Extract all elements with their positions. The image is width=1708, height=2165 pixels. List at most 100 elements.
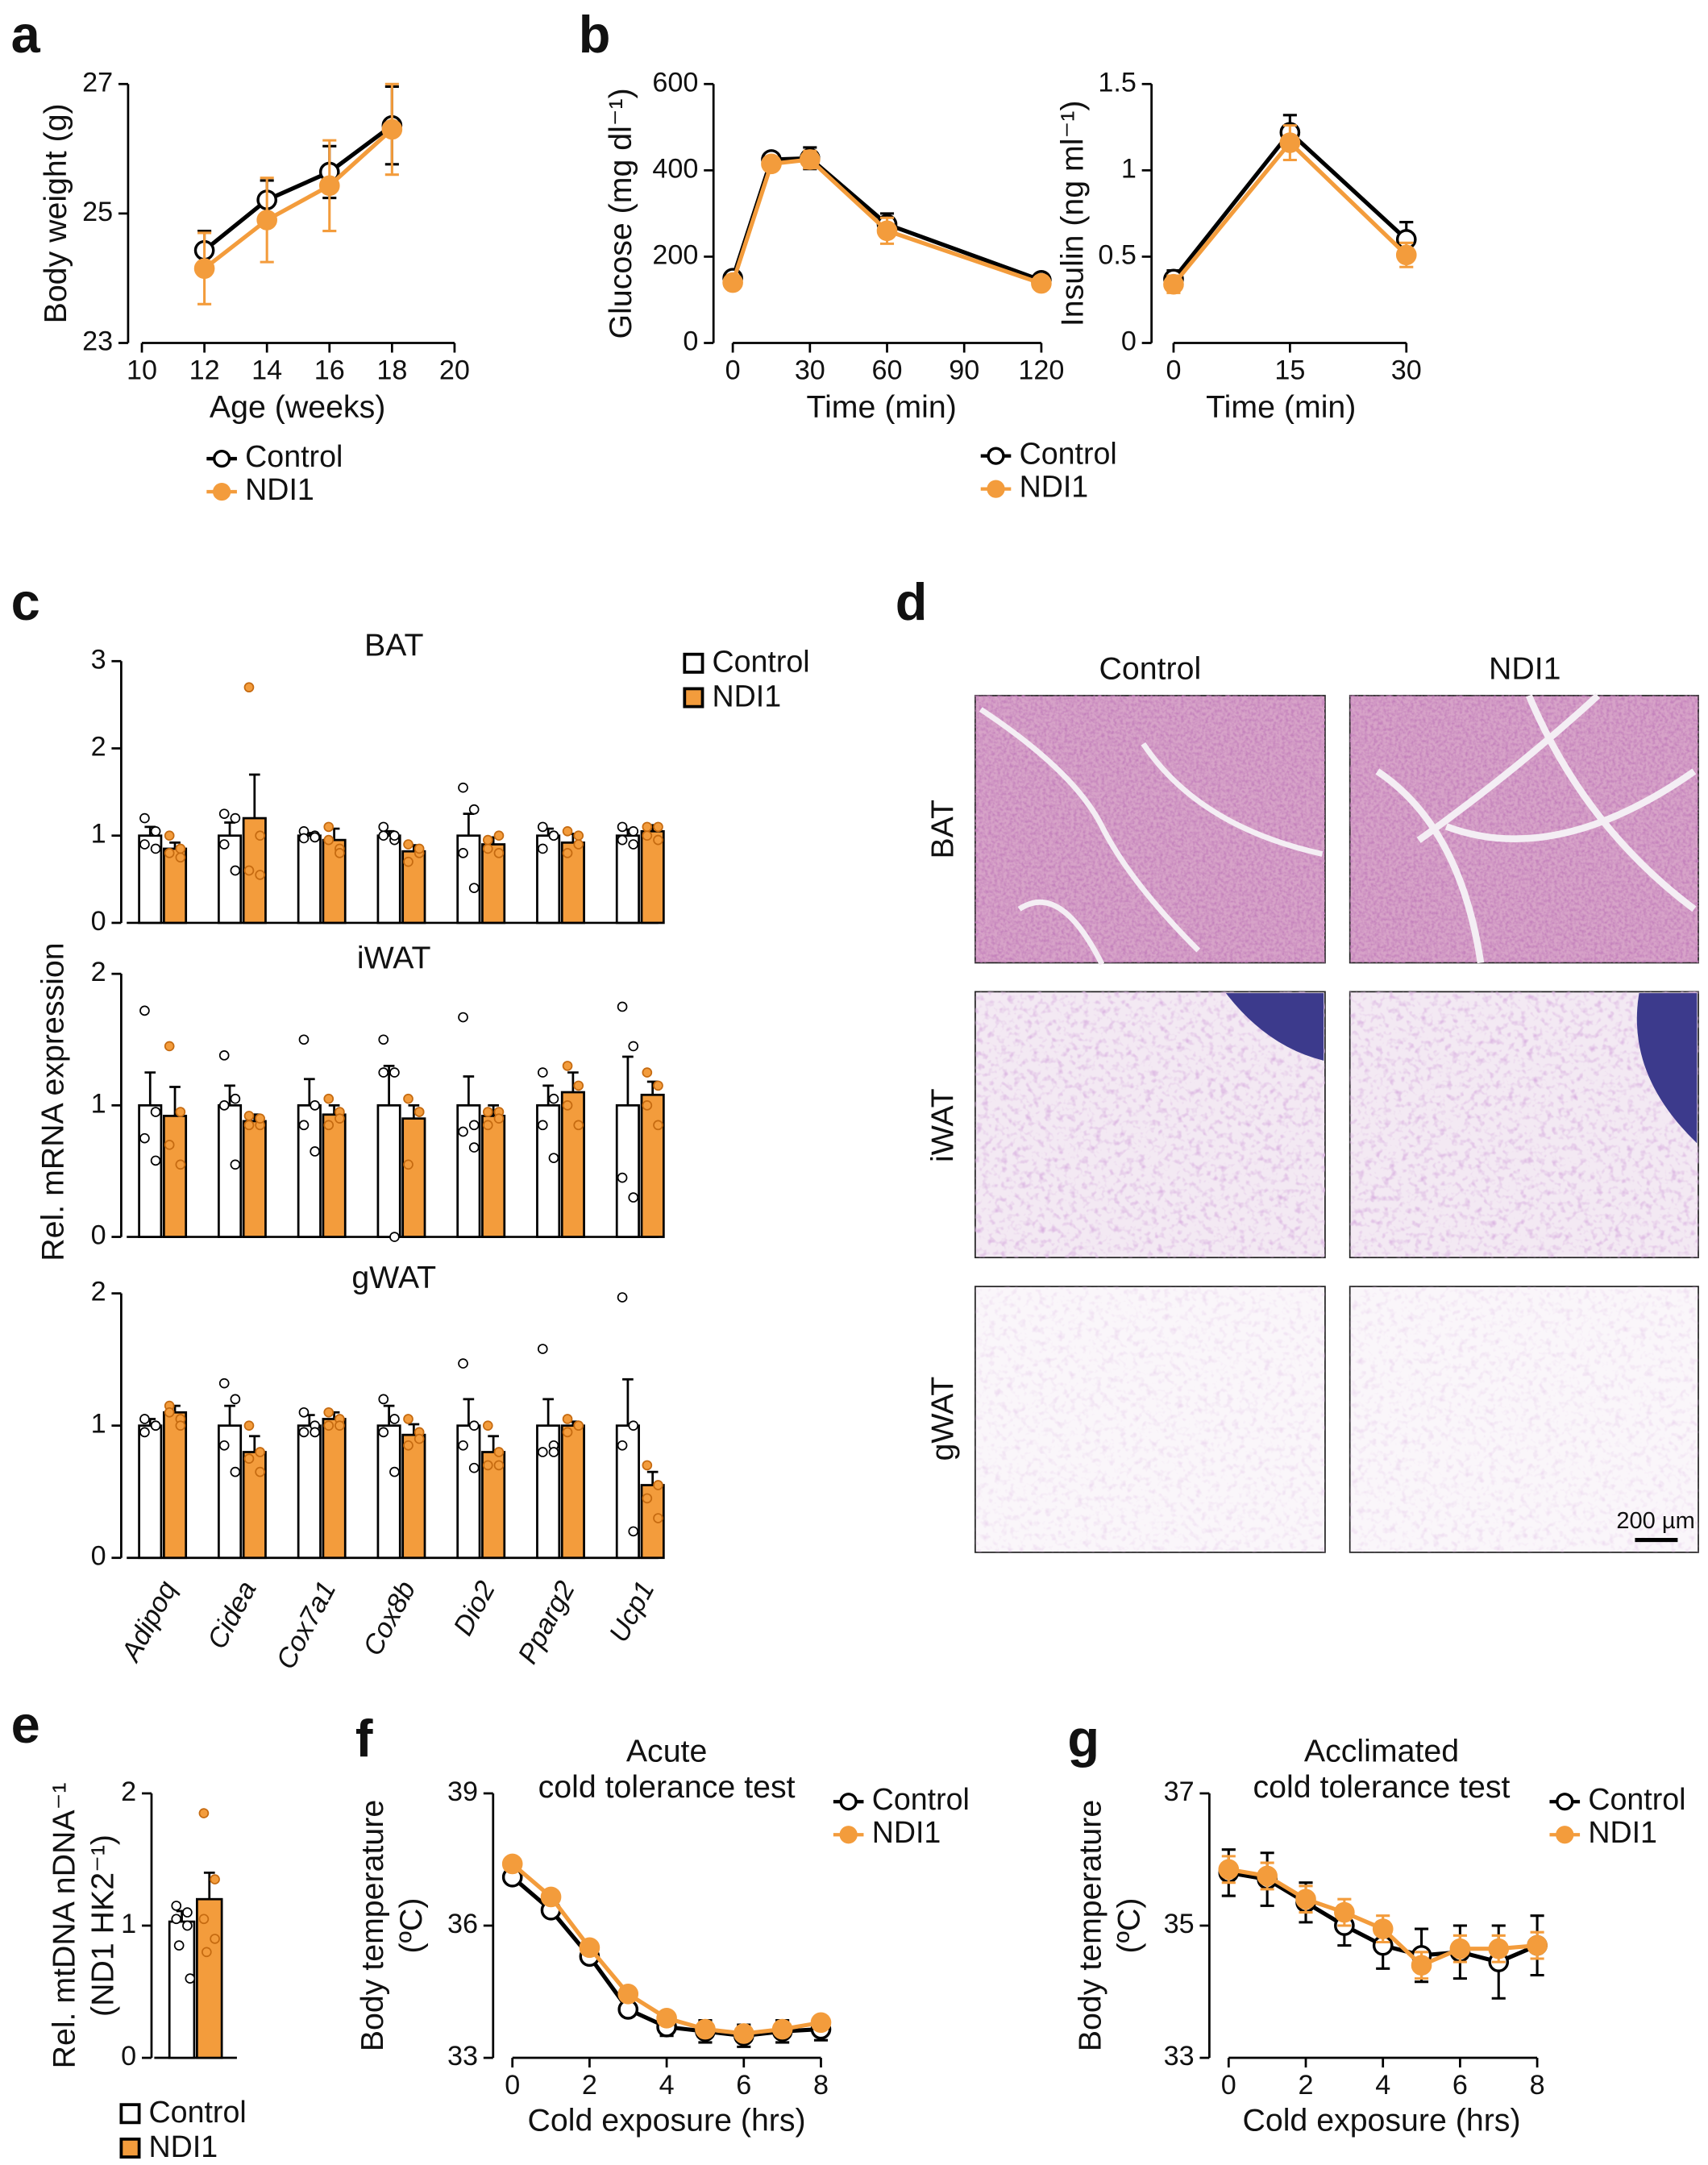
y-tick-label: 2 (121, 1776, 136, 1807)
data-point (198, 1914, 210, 1925)
legend-marker (213, 482, 231, 501)
data-point (628, 1526, 639, 1537)
bar (196, 1897, 223, 2059)
data-point (458, 782, 468, 793)
x-tick-label: 0 (1166, 355, 1181, 385)
data-point (458, 1012, 468, 1023)
row-label: BAT (925, 800, 961, 859)
x-tick-label: 16 (314, 355, 345, 385)
error-bar (488, 1435, 499, 1452)
bar (481, 1115, 506, 1238)
error-bar (224, 1404, 235, 1426)
bar (640, 829, 665, 925)
row-label: iWAT (925, 1088, 961, 1162)
y-tick-label: 39 (447, 1776, 478, 1807)
marker (656, 2008, 677, 2029)
data-point (255, 1447, 265, 1457)
data-point (218, 1100, 230, 1111)
x-tick-label: 6 (736, 2070, 751, 2101)
y-tick-label: 200 (652, 239, 698, 270)
bar (560, 1091, 585, 1238)
data-point (310, 1427, 320, 1438)
legend-marker (1556, 1793, 1574, 1811)
y-tick-label: 25 (82, 197, 113, 227)
data-point (298, 1427, 310, 1438)
y-axis-label: (ºC) (1111, 1898, 1146, 1954)
error-bar (463, 1398, 475, 1426)
y-tick-label: 37 (1164, 1776, 1195, 1807)
y-tick-label: 1 (91, 1409, 106, 1440)
data-point (175, 843, 186, 854)
data-point (230, 865, 241, 876)
data-point (230, 1159, 241, 1170)
data-point (413, 1107, 425, 1117)
error-bar (303, 1078, 315, 1106)
legend-label: Control (245, 439, 343, 473)
data-point (323, 1093, 335, 1104)
bar (218, 1104, 243, 1238)
x-tick-label: 2 (1299, 2070, 1314, 2101)
data-point (150, 1155, 161, 1166)
data-point (617, 821, 628, 833)
x-tick-label: Cox7a1 (271, 1576, 343, 1674)
marker (1411, 1955, 1432, 1976)
marker (579, 1937, 601, 1959)
y-tick-label: 0 (91, 1220, 106, 1251)
data-point (150, 1107, 161, 1117)
legend-marker (987, 480, 1005, 498)
y-axis-label: Rel. mtDNA nDNA⁻¹ (46, 1783, 81, 2069)
marker (501, 1853, 523, 1875)
y-tick-label: 0.5 (1098, 239, 1136, 270)
data-point (573, 1080, 584, 1091)
data-point (378, 1394, 389, 1405)
y-tick-label: 35 (1164, 1909, 1195, 1939)
x-tick-label: 4 (1375, 2070, 1390, 2101)
data-point (403, 1414, 413, 1424)
data-point (139, 839, 150, 850)
data-point (182, 1907, 193, 1918)
lymph-node (1225, 993, 1324, 1061)
data-point (139, 1132, 150, 1144)
data-point (164, 848, 175, 858)
y-tick-label: 0 (1121, 326, 1137, 357)
y-axis-label: (ND1 HK2⁻¹) (85, 1835, 120, 2017)
chart-title: cold tolerance test (538, 1769, 796, 1805)
data-point (493, 830, 505, 841)
data-point (198, 1808, 210, 1818)
x-tick-label: 15 (1274, 355, 1305, 385)
legend-label: NDI1 (712, 679, 781, 713)
data-point (255, 830, 265, 841)
texture (975, 695, 1325, 963)
data-point (468, 1462, 480, 1473)
error-bar (328, 1104, 340, 1115)
marker (810, 2012, 832, 2034)
error-bar (646, 1470, 659, 1486)
bar (401, 1433, 426, 1560)
x-tick-label: 18 (376, 355, 407, 385)
column-label: NDI1 (1489, 651, 1561, 687)
bar (242, 1120, 267, 1238)
data-point (218, 839, 230, 850)
marker (193, 258, 215, 279)
chart-title: Acclimated (1304, 1734, 1459, 1769)
data-point (323, 834, 335, 846)
data-point (642, 821, 653, 833)
x-tick-label: 8 (813, 2070, 829, 2101)
y-tick-label: 0 (683, 326, 698, 357)
data-point (335, 1113, 345, 1124)
x-tick-label: 8 (1530, 2070, 1545, 2101)
scale-label: 200 µm (1616, 1508, 1694, 1534)
data-point (403, 856, 413, 867)
y-tick-label: 0 (91, 1541, 106, 1572)
data-point (150, 1420, 161, 1432)
data-point (628, 839, 639, 850)
data-point (230, 1093, 241, 1104)
data-point (139, 1414, 150, 1424)
bar (297, 1424, 322, 1560)
data-point (573, 839, 584, 850)
marker (771, 2018, 793, 2040)
marker (1372, 1918, 1394, 1939)
y-tick-label: 3 (91, 644, 106, 675)
marker (1488, 1938, 1510, 1959)
